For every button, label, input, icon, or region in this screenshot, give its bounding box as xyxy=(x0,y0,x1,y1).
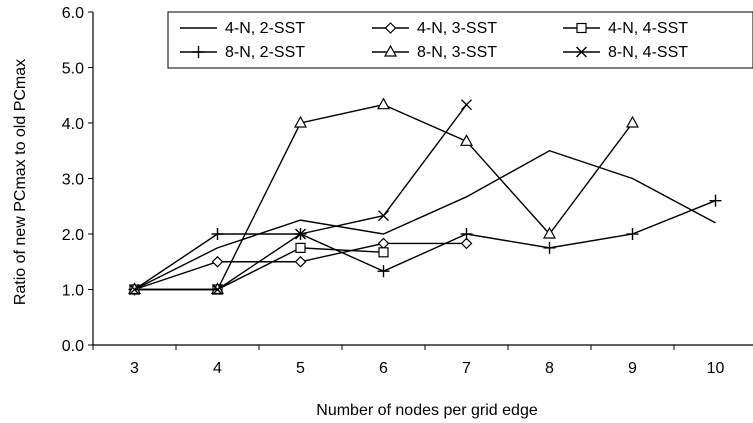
data-point xyxy=(377,265,390,278)
legend: 4-N, 2-SST 4-N, 3-SST 4-N, 4-SST 8-N, 2-SST… xyxy=(167,11,753,69)
series-5 xyxy=(129,99,472,295)
data-point xyxy=(212,284,223,295)
y-tick-label: 1.0 xyxy=(62,283,84,300)
legend-marker xyxy=(383,44,398,57)
legend-label: 8-N, 4-SST xyxy=(608,44,688,61)
y-axis-ticks: 0.0 1.0 2.0 3.0 4.0 5.0 6.0 xyxy=(62,5,93,355)
data-point xyxy=(211,228,224,240)
data-point xyxy=(378,247,389,258)
y-tick-label: 6.0 xyxy=(62,5,84,22)
x-tick-label: 10 xyxy=(707,360,725,377)
legend-item: 8-N, 2-SST xyxy=(180,44,305,61)
data-point xyxy=(129,284,140,295)
y-axis-label: Ratio of new PCmax to old PCmax xyxy=(12,59,29,305)
x-tick-label: 8 xyxy=(545,360,554,377)
legend-box xyxy=(167,11,753,69)
data-point xyxy=(625,115,640,128)
x-tick-label: 5 xyxy=(296,360,305,377)
x-tick-label: 3 xyxy=(130,360,139,377)
legend-label: 8-N, 2-SST xyxy=(225,44,305,61)
legend-label: 4-N, 3-SST xyxy=(417,20,497,37)
series-line xyxy=(134,103,634,291)
legend-label: 8-N, 3-SST xyxy=(417,44,497,61)
chart-series xyxy=(127,97,722,296)
legend-label: 4-N, 2-SST xyxy=(225,20,305,37)
series-4 xyxy=(127,97,640,295)
data-point xyxy=(377,237,390,250)
x-axis-ticks: 3 4 5 6 7 8 9 10 xyxy=(92,345,725,377)
data-point xyxy=(294,255,307,268)
data-point xyxy=(459,134,474,146)
legend-item: 4-N, 4-SST xyxy=(563,20,688,37)
legend-item: 8-N, 3-SST xyxy=(372,44,497,61)
series-1 xyxy=(128,237,473,296)
legend-marker xyxy=(576,46,587,58)
x-tick-label: 4 xyxy=(213,360,222,377)
x-tick-label: 6 xyxy=(379,360,388,377)
series-3 xyxy=(128,194,722,296)
data-point xyxy=(542,226,557,239)
data-point xyxy=(295,228,306,240)
data-point xyxy=(293,115,308,128)
legend-marker xyxy=(576,22,587,34)
series-line xyxy=(134,200,716,291)
series-2 xyxy=(129,242,389,295)
data-point xyxy=(295,242,306,253)
x-axis-label: Number of nodes per grid edge xyxy=(316,402,538,419)
legend-marker xyxy=(384,22,397,34)
legend-marker xyxy=(192,46,205,58)
data-point xyxy=(460,237,473,250)
data-point xyxy=(626,228,639,240)
legend-item: 4-N, 2-SST xyxy=(180,20,305,37)
y-tick-label: 0.0 xyxy=(62,338,84,355)
x-tick-label: 9 xyxy=(628,360,637,377)
y-tick-label: 5.0 xyxy=(62,61,84,78)
data-point xyxy=(127,282,142,295)
y-tick-label: 2.0 xyxy=(62,227,84,244)
data-point xyxy=(709,194,722,207)
series-line xyxy=(134,149,716,291)
data-point xyxy=(376,97,391,110)
data-point xyxy=(543,241,556,254)
data-point xyxy=(211,255,224,268)
y-tick-label: 3.0 xyxy=(62,172,84,189)
legend-item: 4-N, 3-SST xyxy=(372,20,497,37)
data-point xyxy=(460,228,473,240)
y-tick-label: 4.0 xyxy=(62,116,84,133)
data-point xyxy=(461,99,472,111)
x-tick-label: 7 xyxy=(462,360,471,377)
series-0 xyxy=(134,149,716,291)
data-point xyxy=(378,210,389,222)
legend-label: 4-N, 4-SST xyxy=(608,20,688,37)
legend-item: 8-N, 4-SST xyxy=(563,44,688,61)
